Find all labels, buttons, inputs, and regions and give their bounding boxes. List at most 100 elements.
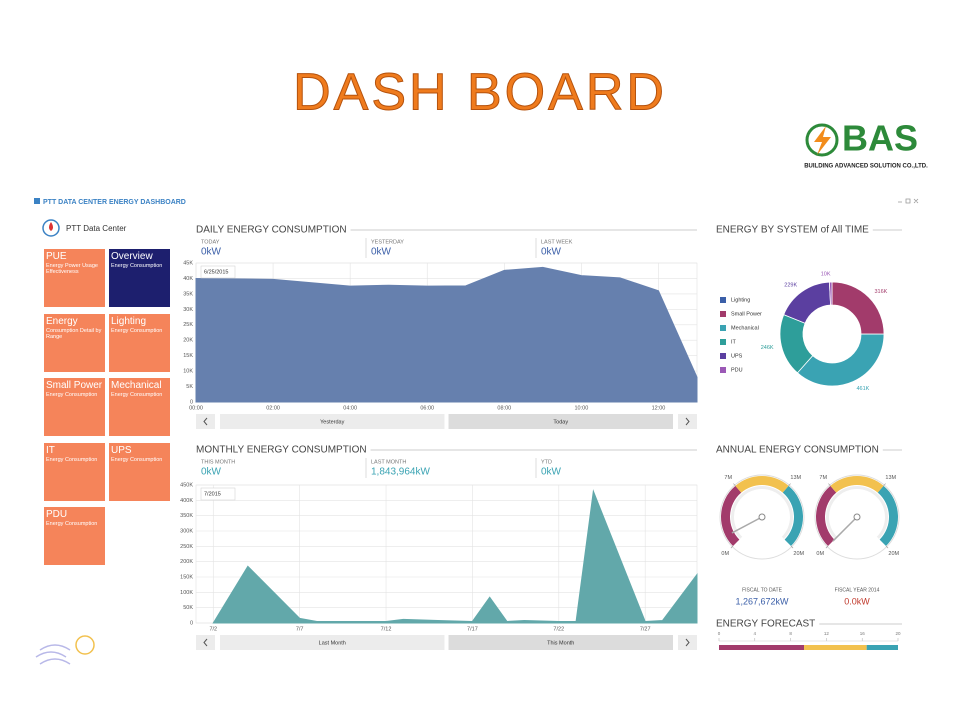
logo-bolt (814, 126, 831, 155)
nav-button-label: This Month (547, 640, 574, 646)
nav-tile[interactable]: Mechanical Energy Consumption (109, 378, 170, 436)
gauge-band (782, 485, 803, 546)
y-tick-label: 40K (183, 276, 193, 282)
x-tick-label: 10:00 (575, 405, 589, 411)
tile-sub: Energy Power Usage Effectiveness (46, 263, 98, 275)
site-name: PTT Data Center (66, 224, 127, 233)
area (195, 266, 698, 403)
y-tick-label: 25K (183, 322, 193, 328)
next-button[interactable] (678, 414, 697, 429)
y-tick-label: 50K (183, 605, 193, 611)
gauge-tick (733, 483, 736, 487)
next-button[interactable] (678, 635, 697, 650)
gauge-tick-label: 13M (885, 475, 896, 481)
nav-button[interactable] (220, 635, 445, 650)
tile-sub: Energy Consumption (46, 456, 98, 463)
prev-button[interactable] (196, 414, 215, 429)
logo-ring (805, 123, 839, 157)
tile-sub: Energy Consumption (111, 456, 163, 463)
x-tick-label: 7/27 (640, 626, 651, 632)
legend-swatch (720, 325, 726, 331)
gauge-value: 0.0kW (844, 596, 870, 606)
y-tick-label: 450K (180, 482, 193, 488)
date-box (200, 265, 236, 279)
gauge-tick-label: 13M (790, 475, 801, 481)
legend-label: Small Power (731, 311, 762, 317)
gauge-tick-label: 20M (793, 551, 804, 557)
gauge-tick-label: 20M (888, 551, 899, 557)
gauge-tick (825, 545, 829, 549)
y-tick-label: 200K (180, 559, 193, 565)
gauge-band (877, 485, 898, 546)
nav-button-label: Yesterday (320, 419, 345, 425)
gauge-tick-label: 7M (724, 475, 732, 481)
nav-button-label: Today (553, 419, 568, 425)
donut-label: 246K (761, 345, 774, 351)
y-tick-label: 300K (180, 528, 193, 534)
panel-title: ANNUAL ENERGY CONSUMPTION (716, 445, 879, 456)
legend-label: UPS (731, 353, 743, 359)
stat-label: LAST WEEK (541, 239, 573, 245)
y-tick-label: 0 (190, 620, 193, 626)
gauge-caption: FISCAL TO DATE (742, 587, 782, 593)
gauge-tick (730, 545, 734, 549)
app-title: PTT DATA CENTER ENERGY DASHBOARD (43, 199, 186, 206)
window-controls[interactable] (898, 198, 919, 204)
gauge-tick (885, 545, 889, 549)
x-tick-label: 8 (789, 631, 792, 636)
prev-button[interactable] (196, 635, 215, 650)
nav-tile[interactable]: UPS Energy Consumption (109, 442, 170, 501)
nav-button[interactable] (448, 635, 674, 650)
nav-button[interactable] (448, 414, 674, 429)
stat-value: 0kW (201, 467, 222, 478)
nav-tile[interactable]: IT Energy Consumption (44, 442, 105, 501)
gauge-band (721, 485, 742, 546)
tile-title: Small Power (46, 380, 103, 391)
gauge-band (816, 485, 837, 546)
footer-logo (35, 644, 71, 665)
gauge-tick (883, 483, 886, 487)
legend-label: PDU (731, 367, 743, 373)
legend-swatch (720, 339, 726, 345)
nav-tile[interactable]: Overview Energy Consumption (109, 249, 170, 307)
nav-tile[interactable]: PUE Energy Power Usage Effectiveness (44, 249, 105, 307)
logo-sub: BUILDING ADVANCED SOLUTION CO.,LTD. (804, 164, 928, 170)
donut-label: 229K (784, 283, 797, 289)
tile-sub: Energy Consumption (111, 327, 163, 334)
nav-button[interactable] (220, 414, 445, 429)
x-tick-label: 4 (754, 631, 757, 636)
gauge-needle (832, 516, 858, 542)
legend-label: IT (731, 339, 737, 345)
x-tick-label: 02:00 (266, 405, 280, 411)
nav-tile[interactable]: PDU Energy Consumption (44, 507, 105, 565)
next-arrow (685, 417, 690, 426)
x-tick-label: 0 (718, 631, 721, 636)
x-tick-label: 7/12 (381, 626, 392, 632)
y-tick-label: 5K (186, 384, 193, 390)
panel-title: ENERGY BY SYSTEM of All TIME (716, 225, 869, 236)
x-tick-label: 7/17 (467, 626, 478, 632)
y-tick-label: 350K (180, 513, 193, 519)
nav-tile[interactable]: Lighting Energy Consumption (109, 313, 170, 372)
app-icon (34, 198, 40, 204)
legend-label: Mechanical (731, 325, 759, 331)
bar-segment (804, 645, 867, 650)
prev-arrow (203, 638, 208, 647)
panel-title: DAILY ENERGY CONSUMPTION (196, 225, 347, 236)
stat-value: 0kW (541, 467, 562, 478)
gauge-band (830, 476, 884, 493)
donut-slice (828, 281, 833, 306)
gauge-tick-label: 0M (816, 551, 824, 557)
nav-tile[interactable]: Energy Consumption Detail by Range (44, 313, 105, 372)
gauge-tick (788, 483, 791, 487)
donut-slice (796, 333, 885, 387)
gauge-caption: FISCAL YEAR 2014 (835, 587, 880, 593)
stat-label: YESTERDAY (371, 239, 404, 245)
tile-title: UPS (111, 444, 132, 456)
nav-tile[interactable]: Small Power Energy Consumption (44, 378, 105, 436)
donut-label: 10K (821, 271, 831, 277)
gauge-hub (758, 513, 766, 521)
nav-button-label: Last Month (319, 640, 346, 646)
y-tick-label: 20K (183, 338, 193, 344)
